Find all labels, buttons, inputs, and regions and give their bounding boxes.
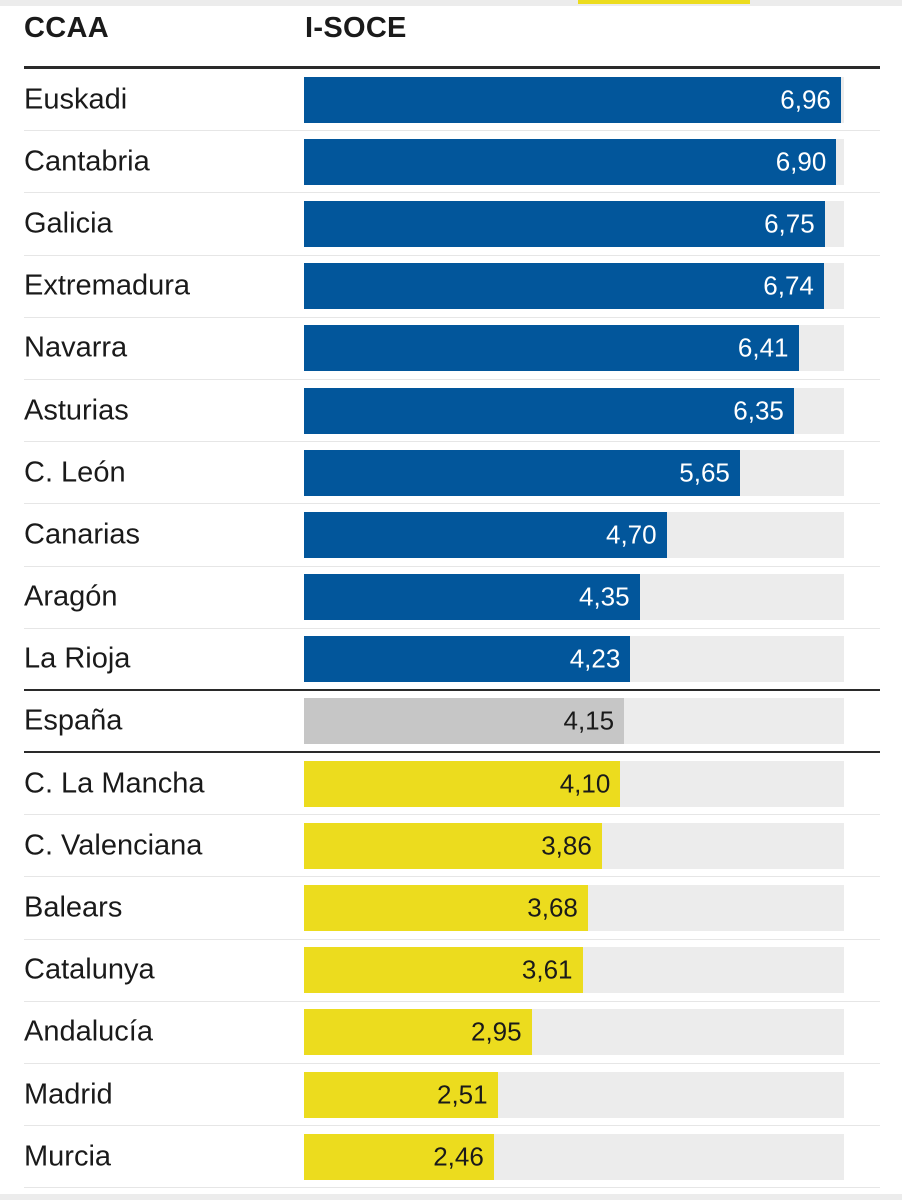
bar-track: 6,96 — [304, 76, 844, 123]
bar-value-label: 4,15 — [563, 705, 615, 736]
table-row: Madrid 2,51 — [24, 1064, 880, 1127]
table-row: España 4,15 — [24, 691, 880, 754]
bar-track: 2,95 — [304, 1009, 844, 1056]
bar-track: 6,41 — [304, 325, 844, 372]
bar: 6,41 — [304, 325, 799, 372]
bar-value-label: 6,96 — [780, 84, 831, 115]
bar-track: 2,51 — [304, 1071, 844, 1118]
bar-value-label: 4,35 — [578, 581, 630, 612]
table-row: Balears 3,68 — [24, 877, 880, 940]
row-label: Murcia — [24, 1140, 112, 1173]
table-row: Murcia 2,46 — [24, 1126, 880, 1189]
bar-track: 6,75 — [304, 200, 844, 247]
table-row: Canarias 4,70 — [24, 504, 880, 567]
row-label: Balears — [24, 891, 123, 924]
bar: 4,70 — [304, 511, 667, 558]
bar: 3,61 — [304, 947, 583, 994]
bar-value-label: 6,35 — [733, 395, 784, 426]
header-rule — [24, 66, 880, 69]
table-row: La Rioja 4,23 — [24, 629, 880, 691]
table-header: CCAA I-SOCE — [24, 10, 880, 50]
bar-track: 3,86 — [304, 822, 844, 869]
bar: 6,74 — [304, 263, 824, 310]
bar-track: 4,23 — [304, 635, 844, 682]
bar-value-label: 4,70 — [605, 519, 657, 550]
bar-chart-rows: Euskadi 6,96 Cantabria 6,90 Galicia 6,75 Extre… — [24, 69, 880, 1189]
table-row: C. León 5,65 — [24, 442, 880, 505]
table-row: Catalunya 3,61 — [24, 940, 880, 1002]
bar-value-label: 6,74 — [763, 270, 814, 301]
table-row: C. Valenciana 3,86 — [24, 815, 880, 878]
bottom-strip — [0, 1194, 902, 1200]
bar: 2,46 — [304, 1133, 494, 1180]
row-label: Catalunya — [24, 953, 155, 986]
bar-track: 6,35 — [304, 387, 844, 434]
row-label: Asturias — [24, 394, 129, 427]
bar-track: 2,46 — [304, 1133, 844, 1180]
column-header-ccaa: CCAA — [24, 12, 109, 44]
bar: 4,35 — [304, 574, 640, 621]
bar-value-label: 2,95 — [470, 1016, 522, 1047]
bar-value-label: 6,41 — [737, 332, 789, 363]
bar: 6,90 — [304, 138, 837, 185]
bar: 4,10 — [304, 760, 621, 807]
top-accent-bar — [578, 0, 750, 4]
bar-track: 6,90 — [304, 138, 844, 185]
row-label: Navarra — [24, 331, 128, 364]
bar-track: 5,65 — [304, 449, 844, 496]
row-label: Extremadura — [24, 269, 191, 302]
row-label: Madrid — [24, 1078, 113, 1111]
bar-track: 3,68 — [304, 885, 844, 932]
row-label: Galicia — [24, 207, 113, 240]
table-row: Andalucía 2,95 — [24, 1002, 880, 1064]
bar-value-label: 6,90 — [775, 146, 827, 177]
bar: 6,96 — [304, 76, 841, 123]
bar: 4,23 — [304, 635, 631, 682]
row-label: La Rioja — [24, 642, 131, 675]
bar: 6,35 — [304, 387, 794, 434]
bar-value-label: 6,75 — [764, 208, 815, 239]
bar-track: 3,61 — [304, 947, 844, 994]
bar: 5,65 — [304, 449, 740, 496]
table-row: Extremadura 6,74 — [24, 256, 880, 318]
bar: 4,15 — [304, 697, 625, 744]
bar: 3,86 — [304, 822, 602, 869]
bar: 2,95 — [304, 1009, 532, 1056]
row-label: Euskadi — [24, 83, 128, 116]
bar: 2,51 — [304, 1071, 498, 1118]
table-row: Asturias 6,35 — [24, 380, 880, 443]
bar-value-label: 3,68 — [527, 892, 578, 923]
row-label: España — [24, 704, 123, 737]
bar-value-label: 2,51 — [436, 1079, 488, 1110]
top-strip — [0, 0, 902, 6]
row-label: Cantabria — [24, 145, 150, 178]
bar-value-label: 3,86 — [541, 830, 592, 861]
bar-value-label: 4,10 — [559, 768, 611, 799]
table-row: Navarra 6,41 — [24, 318, 880, 380]
table-row: Cantabria 6,90 — [24, 131, 880, 194]
bar: 6,75 — [304, 200, 825, 247]
row-label: C. La Mancha — [24, 767, 205, 800]
table-row: C. La Mancha 4,10 — [24, 753, 880, 816]
bar-track: 4,10 — [304, 760, 844, 807]
row-label: C. León — [24, 456, 126, 489]
bar-value-label: 3,61 — [521, 954, 573, 985]
bar: 3,68 — [304, 885, 588, 932]
bar-track: 6,74 — [304, 263, 844, 310]
table-row: Euskadi 6,96 — [24, 69, 880, 132]
table-row: Galicia 6,75 — [24, 193, 880, 256]
bar-track: 4,35 — [304, 574, 844, 621]
bar-value-label: 5,65 — [679, 457, 730, 488]
bar-track: 4,70 — [304, 511, 844, 558]
bar-value-label: 2,46 — [433, 1141, 484, 1172]
row-label: Aragón — [24, 580, 118, 613]
table-row: Aragón 4,35 — [24, 567, 880, 629]
row-label: C. Valenciana — [24, 829, 203, 862]
bar-value-label: 4,23 — [569, 643, 621, 674]
column-header-isoce: I-SOCE — [305, 12, 407, 44]
row-label: Andalucía — [24, 1015, 153, 1048]
bar-track: 4,15 — [304, 697, 844, 744]
row-label: Canarias — [24, 518, 141, 551]
